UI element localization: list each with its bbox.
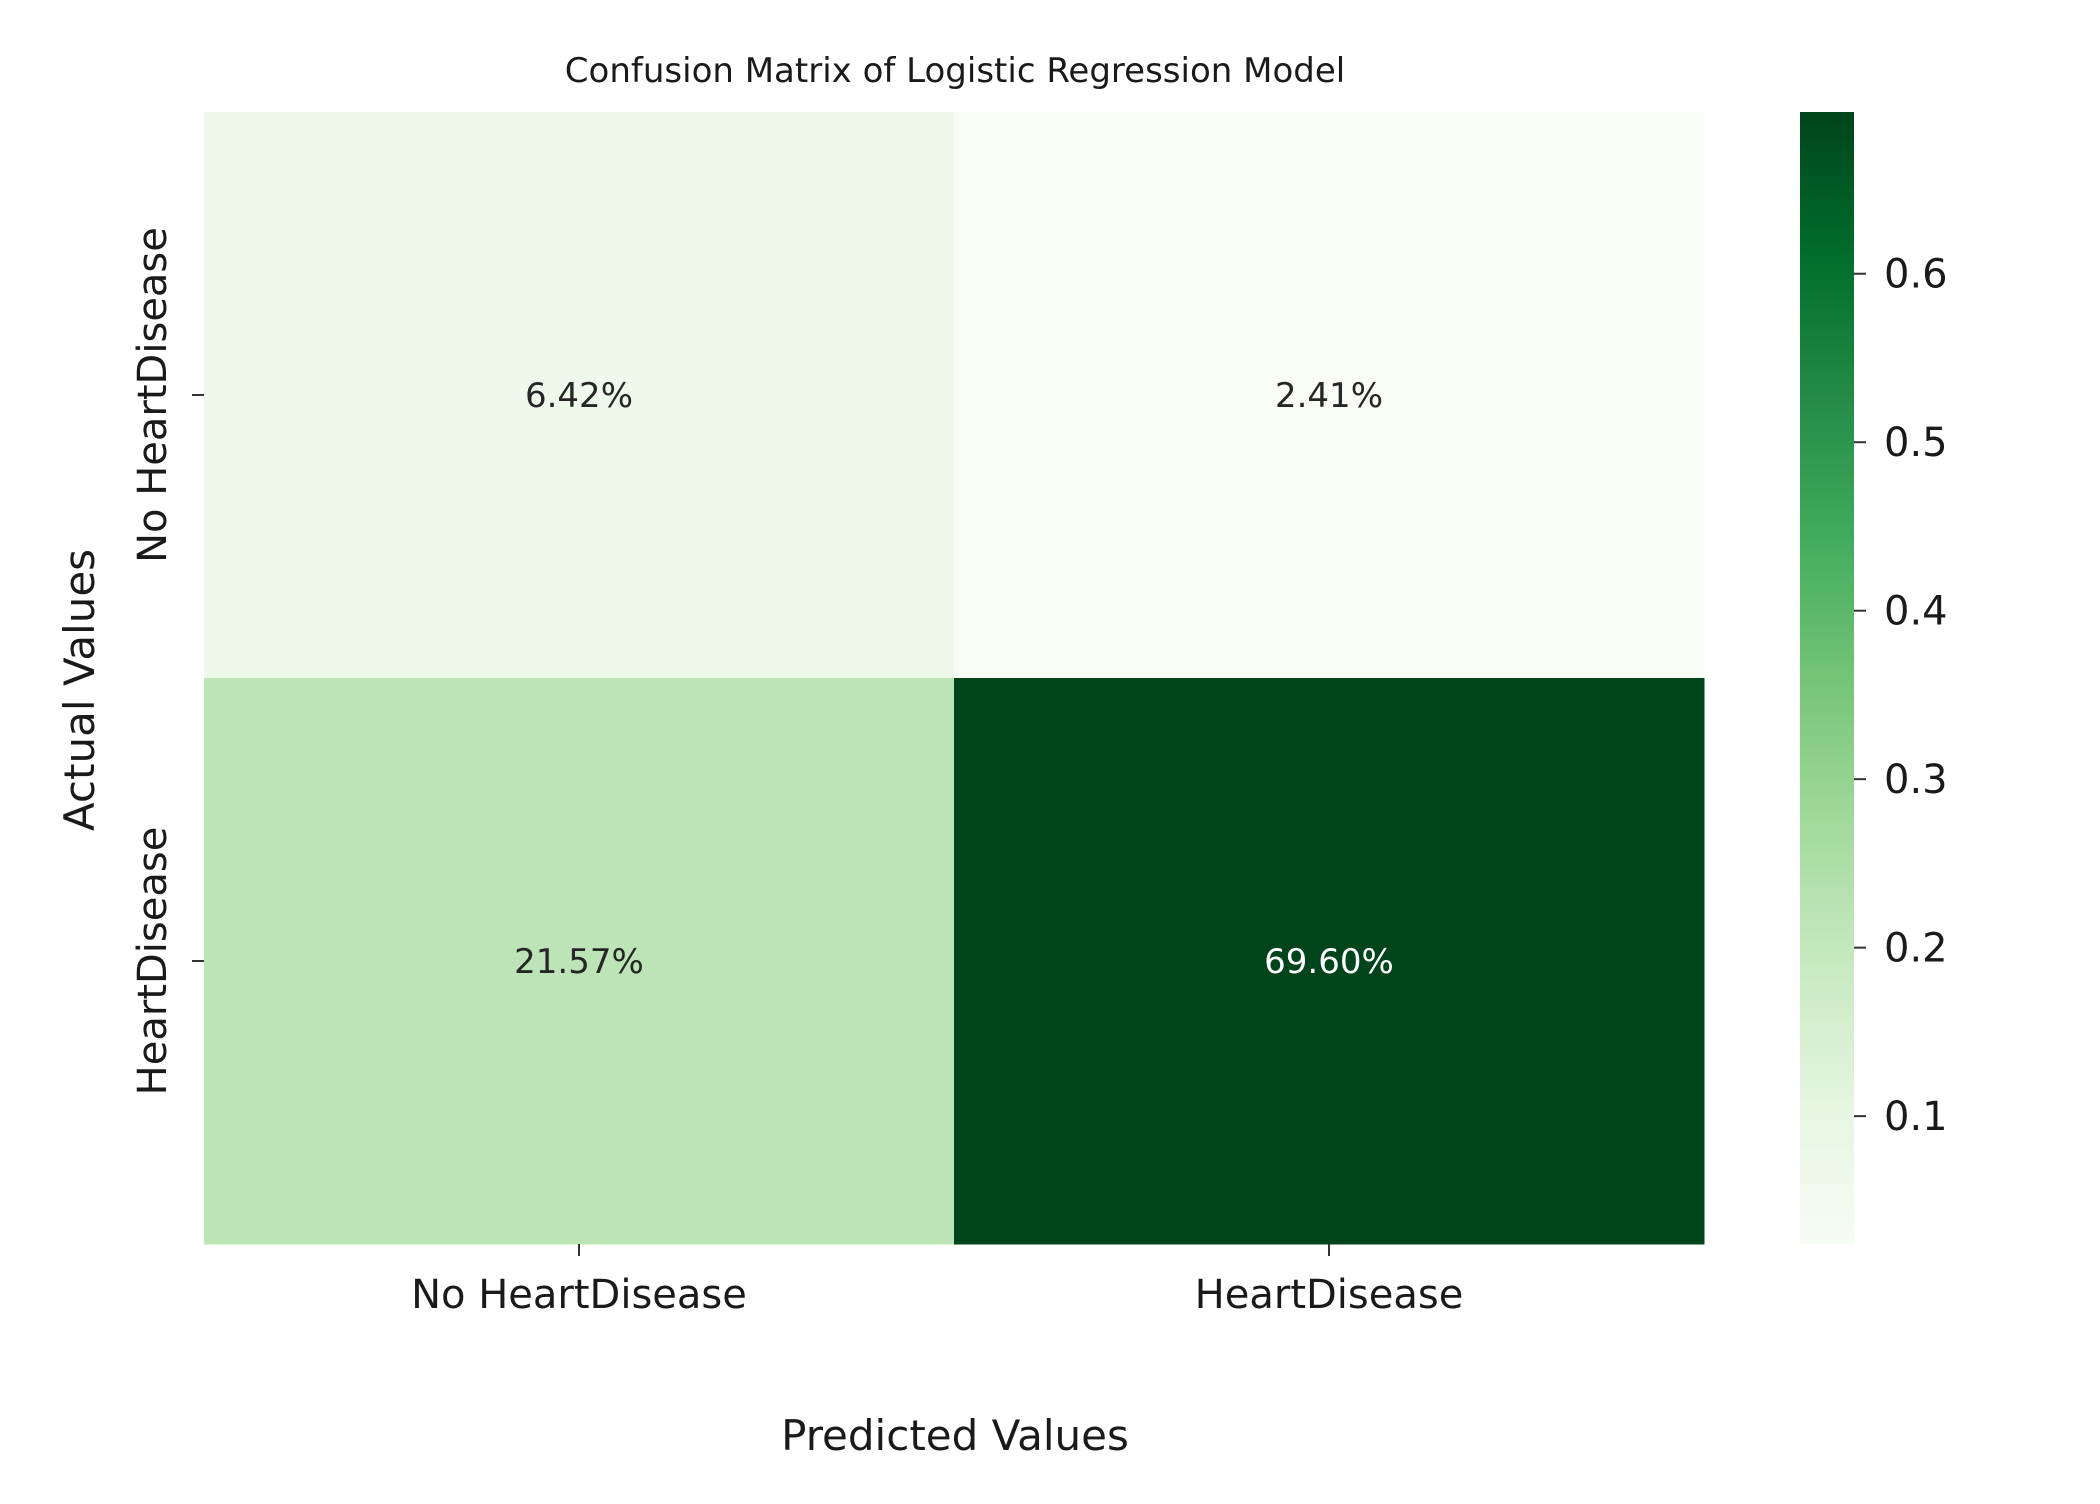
colorbar-tick-label: 0.4	[1884, 589, 1948, 635]
colorbar-tick-label: 0.5	[1884, 420, 1948, 466]
colorbar-tick-label: 0.6	[1884, 252, 1948, 298]
colorbar-tick-label: 0.3	[1884, 757, 1948, 803]
y-tick-label: HeartDisease	[130, 827, 176, 1096]
cell-value-label: 21.57%	[514, 942, 644, 982]
colorbar-ticks: 0.1 0.2 0.3 0.4 0.5 0.6	[1854, 252, 1948, 1140]
x-tick-label: HeartDisease	[1195, 1272, 1464, 1318]
y-axis: No HeartDisease HeartDisease	[130, 227, 204, 1095]
heatmap-cell-labels: 6.42% 2.41% 21.57% 69.60%	[514, 376, 1394, 982]
chart-title: Confusion Matrix of Logistic Regression …	[565, 51, 1345, 91]
heatmap-cell	[204, 678, 955, 1245]
heatmap-cell	[954, 678, 1705, 1245]
colorbar-tick-label: 0.2	[1884, 926, 1948, 972]
cell-value-label: 69.60%	[1264, 942, 1394, 982]
x-axis: No HeartDisease HeartDisease	[411, 1244, 1463, 1318]
colorbar	[1800, 112, 1854, 1244]
x-tick-label: No HeartDisease	[411, 1272, 747, 1318]
cell-value-label: 2.41%	[1275, 376, 1383, 416]
heatmap-cell	[204, 112, 955, 679]
y-axis-label: Actual Values	[55, 549, 104, 831]
heatmap-cell	[954, 112, 1705, 679]
heatmap-cells	[204, 112, 1705, 1245]
cell-value-label: 6.42%	[525, 376, 633, 416]
colorbar-tick-label: 0.1	[1884, 1094, 1948, 1140]
y-tick-label: No HeartDisease	[130, 227, 176, 563]
x-axis-label: Predicted Values	[781, 1411, 1129, 1460]
